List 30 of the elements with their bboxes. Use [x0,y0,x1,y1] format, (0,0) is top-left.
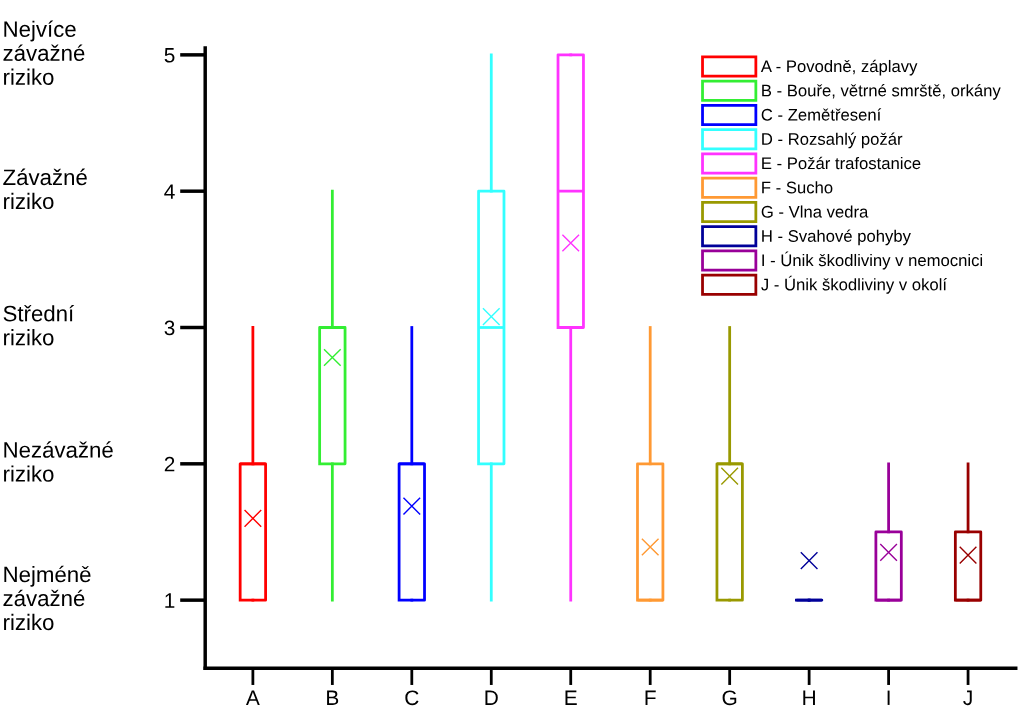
y-tick-label: 1 [165,593,175,608]
legend-label: A - Povodně, záplavy [760,59,918,76]
x-tick-label: H [803,690,815,705]
text: Nezávažné riziko [4,441,113,482]
x-tick-label: G [722,690,737,706]
legend-label: H - Svahové pohyby [762,229,911,246]
x-tick-label: E [565,690,577,705]
legend-label: C - Zemětřesení [761,108,882,121]
y-tick-label: 5 [164,48,175,63]
x-tick-label: C [405,690,419,706]
x-tick-label: F [645,690,656,705]
legend-label: D - Rozsahlý požár [762,132,903,149]
text: Nejméně závažné riziko [3,565,91,631]
y-tick-label: 3 [164,320,175,336]
text: Střední riziko [3,304,75,346]
x-tick-label: I [887,690,890,705]
x-tick-label: B [327,690,339,705]
y-tick-label: 2 [164,456,175,472]
legend-label: B - Bouře, větrné smrště, orkány [762,83,1001,100]
legend-label: I - Únik škodliviny v nemocnici [762,251,983,270]
legend-label: E - Požár trafostanice [762,156,921,170]
text: Nejvíce závažné riziko [3,20,85,85]
y-tick-label: 4 [164,184,175,199]
text: Závažné riziko [3,168,87,210]
x-tick-label: D [485,690,498,705]
legend-label: G - Vlna vedra [761,205,869,218]
legend-label: J - Únik škodliviny v okolí [761,275,947,294]
x-tick-label: A [245,690,260,705]
legend-label: F - Sucho [762,181,833,194]
x-tick-label: J [963,690,972,706]
